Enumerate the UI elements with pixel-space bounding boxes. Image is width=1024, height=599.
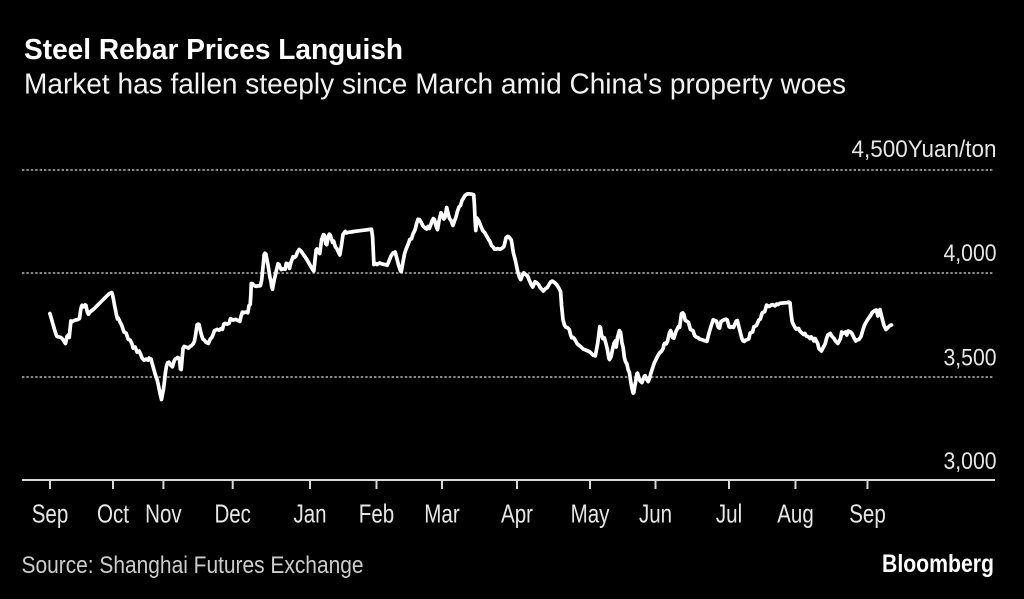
svg-text:Aug: Aug: [777, 499, 814, 529]
svg-text:Apr: Apr: [501, 499, 533, 529]
svg-text:4,000: 4,000: [944, 240, 997, 267]
svg-text:Bloomberg: Bloomberg: [882, 550, 994, 578]
svg-text:Jun: Jun: [639, 499, 672, 529]
svg-text:Oct: Oct: [97, 499, 130, 529]
svg-text:Mar: Mar: [424, 499, 460, 529]
svg-text:Dec: Dec: [214, 499, 251, 529]
svg-text:3,500: 3,500: [944, 344, 997, 371]
svg-text:Feb: Feb: [359, 499, 394, 529]
svg-text:Market has fallen steeply sinc: Market has fallen steeply since March am…: [24, 68, 846, 100]
svg-text:May: May: [571, 499, 610, 529]
svg-text:Source: Shanghai Futures Excha: Source: Shanghai Futures Exchange: [22, 552, 364, 579]
svg-text:Sep: Sep: [849, 499, 886, 529]
svg-text:Jul: Jul: [716, 499, 742, 529]
svg-text:3,000: 3,000: [944, 448, 997, 475]
svg-text:4,500Yuan/ton: 4,500Yuan/ton: [852, 136, 997, 163]
svg-text:Steel Rebar Prices Languish: Steel Rebar Prices Languish: [24, 34, 403, 66]
svg-text:Jan: Jan: [294, 499, 327, 529]
svg-text:Nov: Nov: [145, 499, 182, 529]
svg-text:Sep: Sep: [32, 499, 69, 529]
